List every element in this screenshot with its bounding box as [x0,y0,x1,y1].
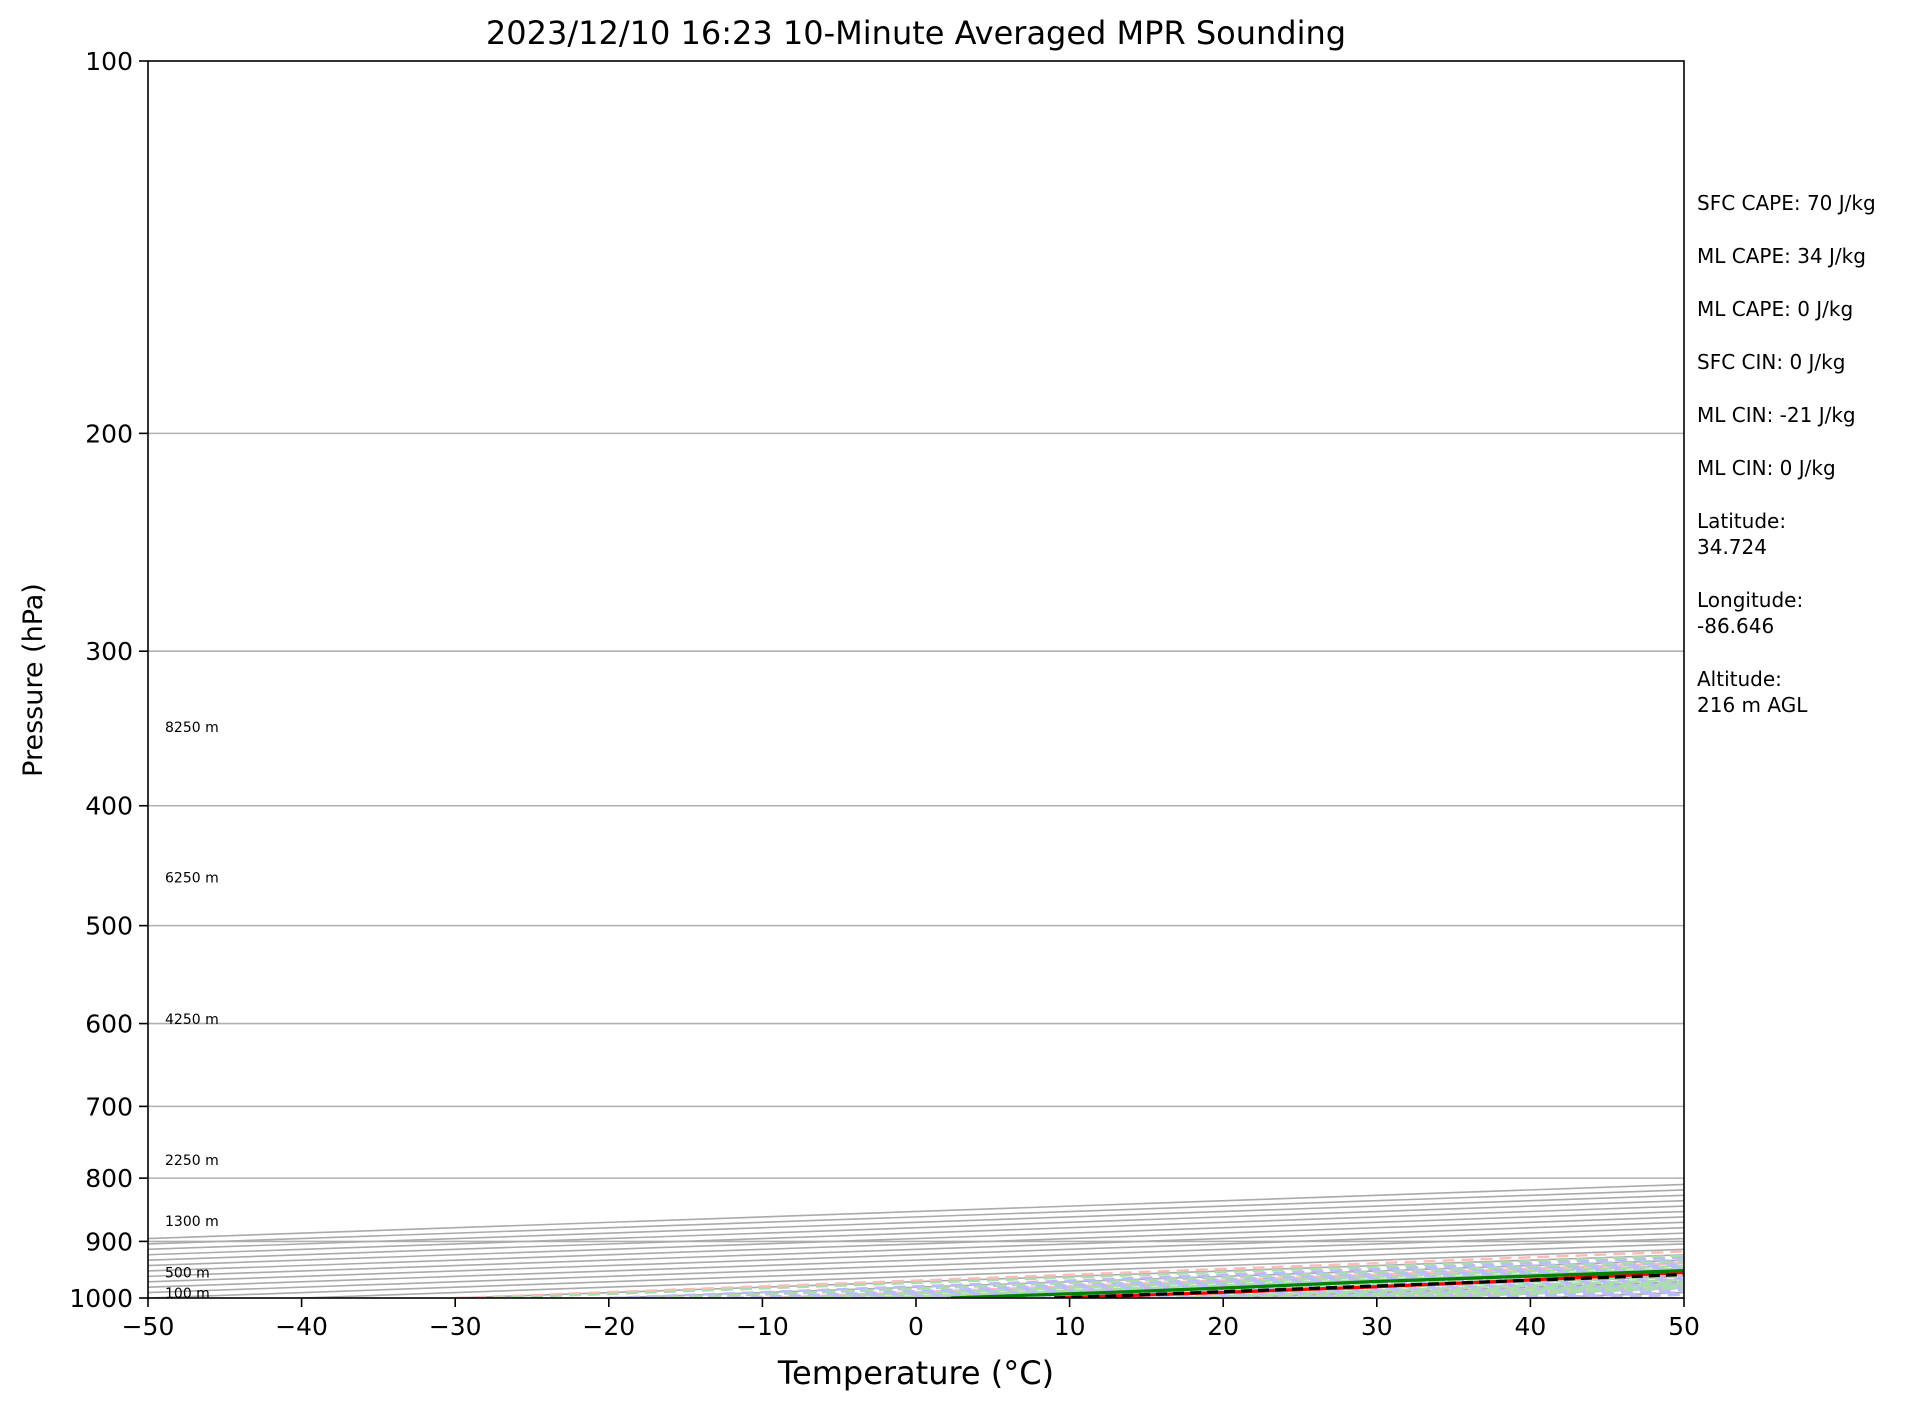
stat-item: Latitude: 34.724 [1697,509,1787,559]
x-tick-label: −50 [122,1312,175,1341]
height-labels: 100 m 500 m 1300 m 2250 m 4250 m 6250 m 8250 m [165,720,219,1302]
y-axis-label: Pressure (hPa) [18,583,49,777]
stat-item: ML CIN: -21 J/kg [1697,403,1856,427]
plot-background [148,61,1684,1298]
height-label: 4250 m [165,1012,219,1028]
height-label: 1300 m [165,1214,219,1230]
height-label: 6250 m [165,870,219,886]
stat-item: Longitude: -86.646 [1697,588,1804,638]
x-tick-label: 20 [1207,1312,1239,1341]
y-tick-label: 100 [85,47,133,76]
x-tick-label: 30 [1361,1312,1393,1341]
x-axis-ticks: −50 −40 −30 −20 −10 0 10 20 30 40 50 [122,1298,1700,1341]
height-label: 100 m [165,1286,210,1302]
y-tick-label: 400 [85,792,133,821]
x-tick-label: 50 [1668,1312,1700,1341]
x-axis-label: Temperature (°C) [777,1354,1054,1392]
horizontal-gridlines [148,432,1684,1243]
y-axis-ticks: 1000 900 800 700 600 500 400 300 200 100 [69,47,148,1313]
y-tick-label: 700 [85,1092,133,1121]
chart-title: 2023/12/10 16:23 10-Minute Averaged MPR … [486,14,1346,52]
height-label: 8250 m [165,720,219,736]
stat-item: ML CIN: 0 J/kg [1697,456,1836,480]
stat-item: ML CAPE: 0 J/kg [1697,297,1854,321]
y-tick-label: 800 [85,1164,133,1193]
x-tick-label: −40 [275,1312,328,1341]
height-label: 500 m [165,1265,210,1281]
y-tick-label: 500 [85,912,133,941]
height-label: 2250 m [165,1153,219,1169]
y-tick-label: 1000 [69,1284,133,1313]
x-tick-label: −20 [582,1312,635,1341]
y-tick-label: 300 [85,637,133,666]
x-tick-label: −30 [429,1312,482,1341]
stat-item: SFC CAPE: 70 J/kg [1697,191,1876,215]
y-tick-label: 900 [85,1227,133,1256]
x-tick-label: 40 [1514,1312,1546,1341]
stat-item: Altitude: 216 m AGL [1697,667,1808,717]
y-tick-label: 200 [85,419,133,448]
x-tick-label: −10 [736,1312,789,1341]
stat-item: ML CAPE: 34 J/kg [1697,244,1866,268]
sounding-stats-panel: SFC CAPE: 70 J/kg ML CAPE: 34 J/kg ML CAPE… [1697,190,1902,745]
stat-item: SFC CIN: 0 J/kg [1697,350,1846,374]
x-tick-label: 0 [908,1312,924,1341]
x-tick-label: 10 [1054,1312,1086,1341]
y-tick-label: 600 [85,1010,133,1039]
